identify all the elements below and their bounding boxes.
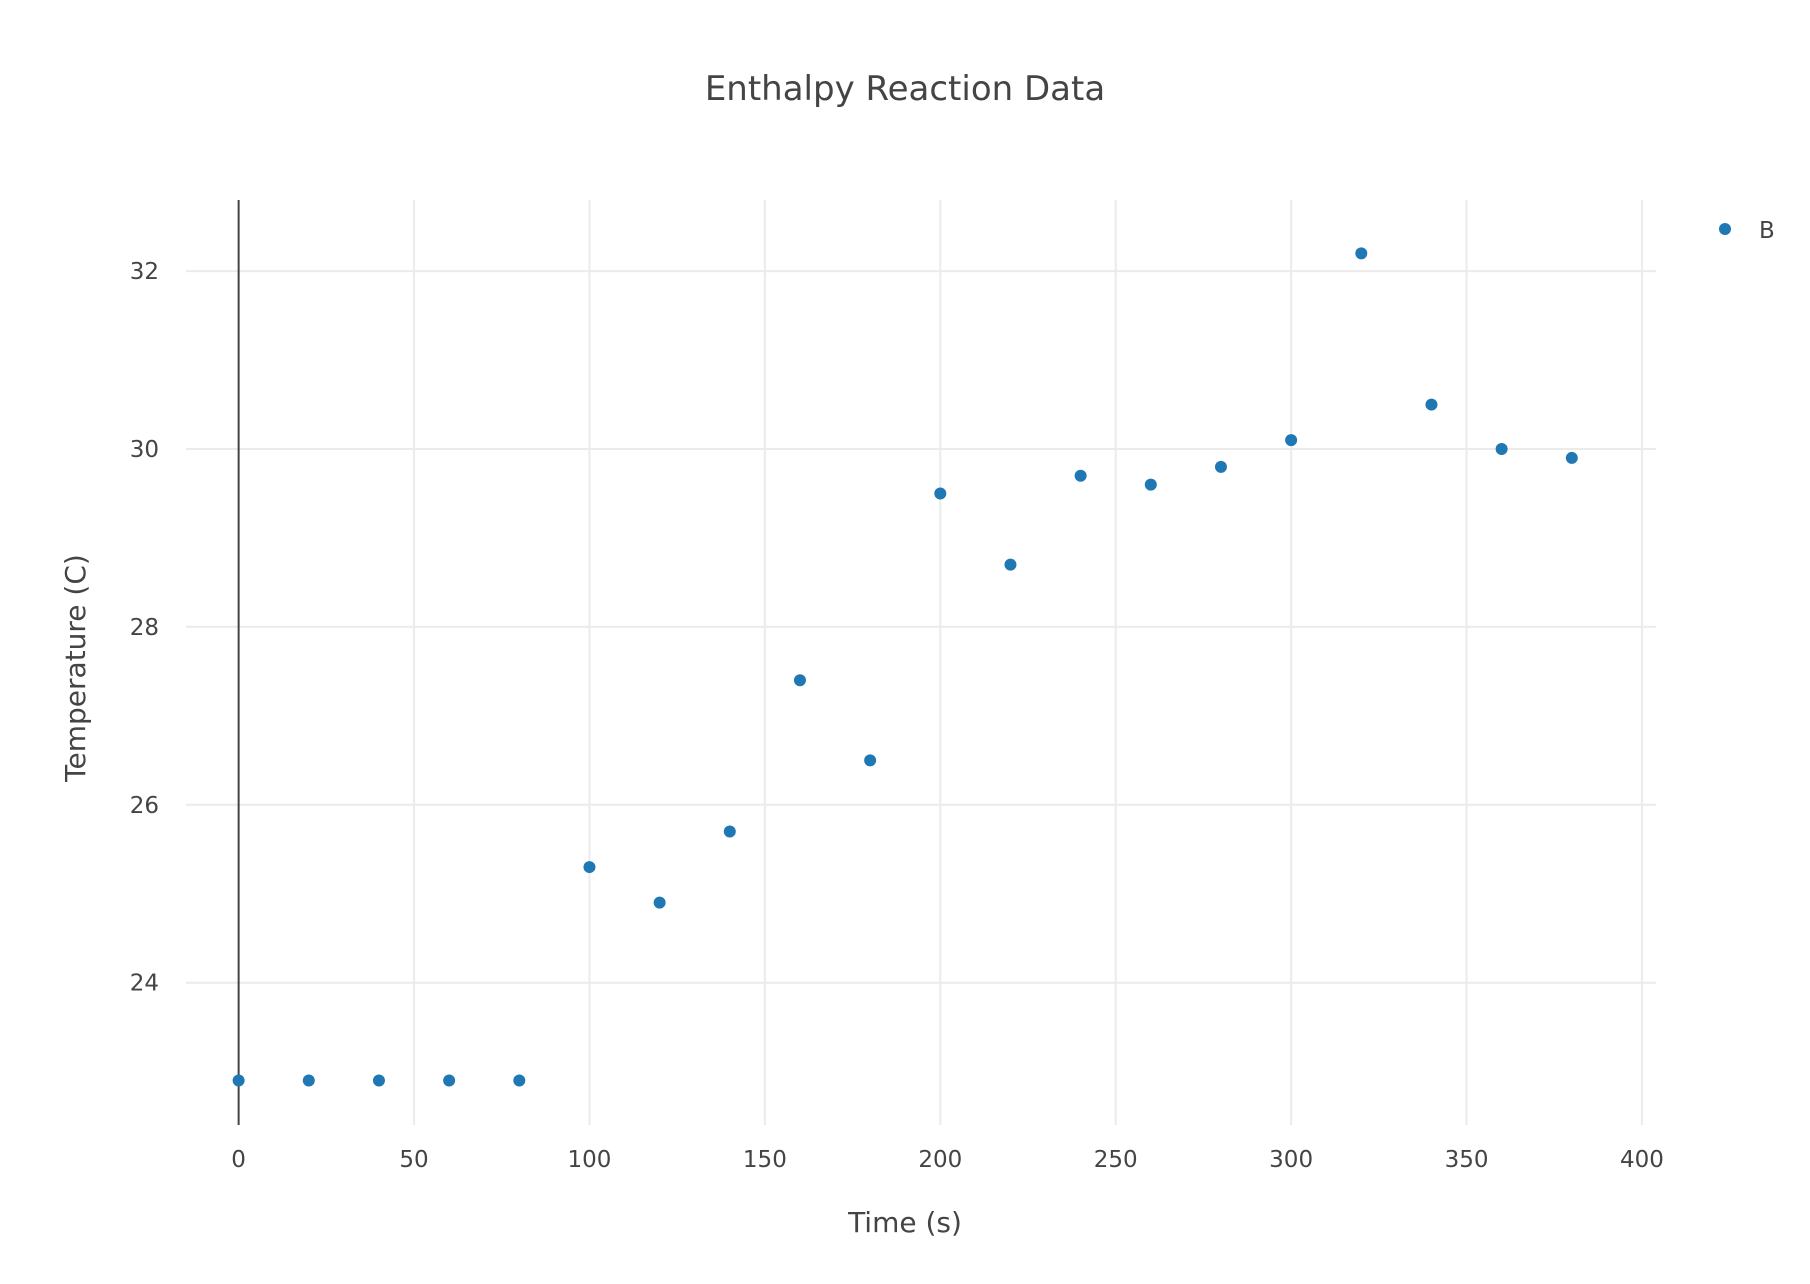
x-tick-label: 150 [743, 1147, 787, 1173]
x-tick-label: 250 [1094, 1147, 1138, 1173]
x-axis-label: Time (s) [847, 1206, 962, 1239]
x-tick-label: 400 [1620, 1147, 1664, 1173]
data-point[interactable] [793, 674, 806, 687]
y-tick-label: 32 [130, 259, 159, 285]
x-grid-lines [413, 200, 1643, 1125]
data-point[interactable] [1074, 469, 1087, 482]
data-point[interactable] [443, 1074, 456, 1087]
data-point[interactable] [1495, 443, 1508, 456]
x-tick-label: 100 [568, 1147, 612, 1173]
y-tick-label: 24 [130, 971, 159, 997]
data-point[interactable] [1355, 247, 1368, 260]
data-point[interactable] [864, 754, 877, 767]
data-point[interactable] [583, 861, 596, 874]
data-point[interactable] [232, 1074, 245, 1087]
legend-label-b: B [1759, 218, 1775, 244]
data-point[interactable] [723, 825, 736, 838]
y-tick-label: 26 [130, 793, 159, 819]
y-tick-label: 28 [130, 615, 159, 641]
x-tick-label: 50 [399, 1147, 428, 1173]
y-grid-lines [186, 270, 1656, 984]
data-point[interactable] [934, 487, 947, 500]
data-point[interactable] [1004, 558, 1017, 571]
chart-title: Enthalpy Reaction Data [705, 69, 1105, 109]
x-tick-labels: 0 50 100 150 200 250 300 350 400 [231, 1147, 1664, 1173]
y-tick-labels: 24 26 28 30 32 [130, 259, 159, 997]
legend-marker-b [1719, 223, 1731, 235]
x-tick-label: 350 [1445, 1147, 1489, 1173]
data-point[interactable] [653, 896, 666, 909]
x-tick-label: 200 [918, 1147, 962, 1173]
data-point[interactable] [513, 1074, 526, 1087]
legend[interactable]: B [1719, 218, 1775, 244]
x-tick-label: 0 [231, 1147, 246, 1173]
data-point[interactable] [1565, 451, 1578, 464]
data-point[interactable] [1285, 434, 1298, 447]
data-point[interactable] [1144, 478, 1157, 491]
y-tick-label: 30 [130, 437, 159, 463]
x-tick-label: 300 [1269, 1147, 1313, 1173]
data-points [232, 247, 1578, 1087]
y-axis-label: Temperature (C) [59, 554, 92, 783]
data-point[interactable] [1214, 460, 1227, 473]
data-point[interactable] [302, 1074, 315, 1087]
data-point[interactable] [1425, 398, 1438, 411]
data-point[interactable] [372, 1074, 385, 1087]
